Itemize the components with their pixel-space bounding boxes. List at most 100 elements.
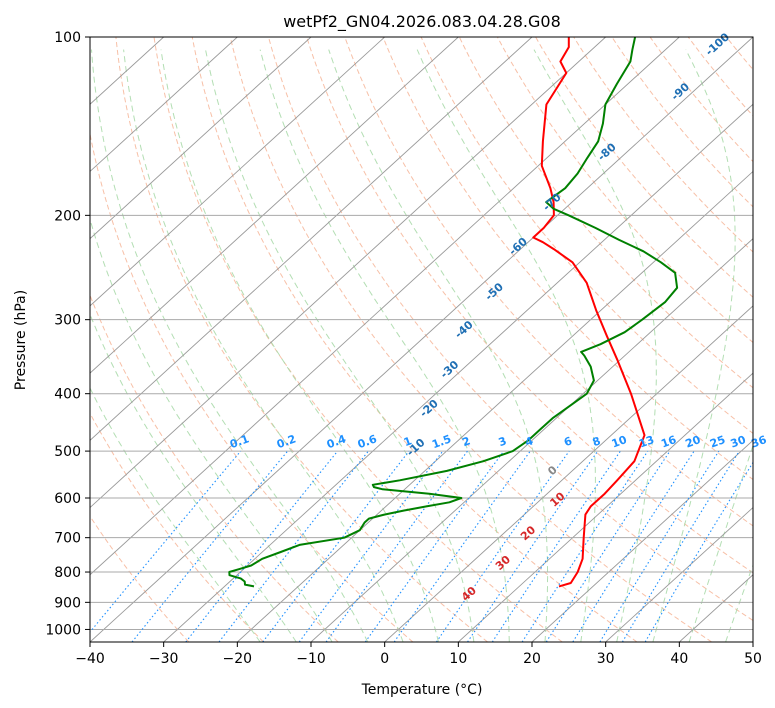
mixing-ratio-label: 1.5 (430, 432, 453, 451)
mixing-ratio-line (325, 450, 468, 642)
x-tick-label: 10 (449, 651, 467, 667)
y-tick-label: 400 (54, 387, 81, 403)
mixing-ratio-label: 10 (610, 433, 629, 451)
dry-adiabat (90, 293, 339, 642)
mixing-ratio-label: 4 (523, 434, 535, 449)
mixing-ratio-label: 0.6 (356, 432, 379, 451)
y-tick-label: 100 (54, 30, 81, 46)
mixing-ratio-line (262, 450, 410, 642)
dry-adiabat (268, 37, 753, 622)
mixing-ratio-label: 0.1 (228, 432, 251, 451)
moist-adiabat (688, 444, 753, 642)
mixing-ratio-line (545, 450, 671, 642)
mixing-ratio-label: 16 (659, 433, 678, 451)
dry-adiabat (496, 37, 753, 344)
profile-lines (228, 37, 679, 588)
y-axis-label: Pressure (hPa) (13, 290, 29, 390)
dry-adiabat (306, 37, 753, 574)
chart-title: wetPf2_GN04.2026.083.04.28.G08 (283, 12, 561, 32)
moist-adiabat (416, 49, 596, 642)
dry-adiabat (344, 37, 753, 527)
dry-adiabat (90, 131, 414, 642)
mixing-ratio-label: 20 (684, 433, 703, 451)
mixing-ratio-label: 25 (708, 433, 727, 450)
moist-adiabat (533, 49, 657, 642)
moist-adiabat (160, 49, 439, 642)
isotherm (90, 37, 459, 374)
y-tick-label: 900 (54, 595, 81, 611)
isotherm (90, 37, 385, 307)
y-tick-label: 600 (54, 491, 81, 507)
mixing-ratio-line (572, 450, 695, 642)
x-tick-label: 30 (597, 651, 615, 667)
mixing-ratio-label: 0.4 (325, 432, 348, 451)
isotherm (458, 372, 753, 642)
isotherm (90, 37, 533, 441)
mixing-ratio-line (131, 450, 289, 642)
isotherm (237, 170, 753, 642)
temperature-profile (532, 37, 646, 588)
x-tick-label: 40 (670, 651, 688, 667)
mixing-ratio-label: 30 (729, 433, 748, 451)
x-tick-label: −30 (149, 651, 179, 667)
mixing-ratio-label: 8 (591, 434, 603, 449)
mixing-ratio-line (521, 450, 649, 642)
moist-adiabat (123, 49, 404, 642)
mixing-ratio-label: 3 (497, 434, 509, 449)
isotherm (531, 439, 753, 642)
mixing-ratio-line (621, 450, 740, 642)
dry-adiabat (90, 515, 190, 642)
moist-adiabat (328, 49, 549, 642)
x-tick-label: −10 (296, 651, 326, 667)
mixing-ratio-line (298, 450, 444, 642)
x-tick-label: 20 (523, 651, 541, 667)
isotherm (90, 37, 753, 642)
isotherm (90, 37, 680, 576)
dewpoint-profile (228, 37, 679, 588)
mixing-ratio-line (491, 450, 621, 642)
plot-frame (89, 36, 754, 643)
mixing-ratio-line (364, 450, 505, 642)
moist-adiabat (90, 313, 297, 642)
dry-adiabat (649, 37, 753, 163)
dry-adiabat (535, 37, 753, 298)
x-tick-label: 50 (744, 651, 762, 667)
axis-ticks: −40 −30 −20 −10 0 10 20 30 40 5010020030040050060… (45, 30, 762, 667)
moist-adiabat (652, 49, 736, 642)
mixing-ratio-label: 6 (562, 434, 574, 449)
moist-adiabat (205, 49, 475, 642)
isotherm (163, 103, 753, 642)
isotherm (90, 37, 312, 240)
x-tick-label: −40 (75, 651, 105, 667)
mixing-ratio-line (90, 450, 242, 633)
y-tick-label: 500 (54, 444, 81, 460)
moist-adiabat (91, 49, 369, 642)
dry-adiabat (115, 37, 488, 642)
background-lines (90, 37, 753, 642)
mixing-ratio-label: 2 (461, 434, 473, 449)
x-tick-label: −20 (223, 651, 253, 667)
isotherm (90, 37, 606, 509)
y-tick-label: 700 (54, 531, 81, 547)
isotherm (90, 37, 238, 173)
mixing-ratio-line (435, 450, 570, 642)
mixing-ratio-label: 0.2 (275, 432, 298, 451)
mixing-ratio-label: 13 (637, 433, 656, 450)
dry-adiabat (458, 37, 753, 389)
dry-adiabat (229, 37, 712, 642)
x-tick-label: 0 (380, 651, 389, 667)
mixing-ratio-line (393, 450, 531, 642)
moist-adiabat (259, 49, 510, 642)
isotherm (384, 305, 753, 642)
mixing-ratio-label: 36 (749, 433, 768, 451)
y-tick-label: 1000 (45, 622, 81, 638)
y-tick-label: 800 (54, 565, 81, 581)
y-tick-label: 300 (54, 313, 81, 329)
dry-adiabat (611, 37, 753, 208)
dry-adiabat (382, 37, 753, 481)
dry-adiabat (191, 37, 638, 642)
moist-adiabat (90, 217, 333, 642)
isotherm (605, 506, 753, 642)
isotherm (310, 238, 753, 642)
